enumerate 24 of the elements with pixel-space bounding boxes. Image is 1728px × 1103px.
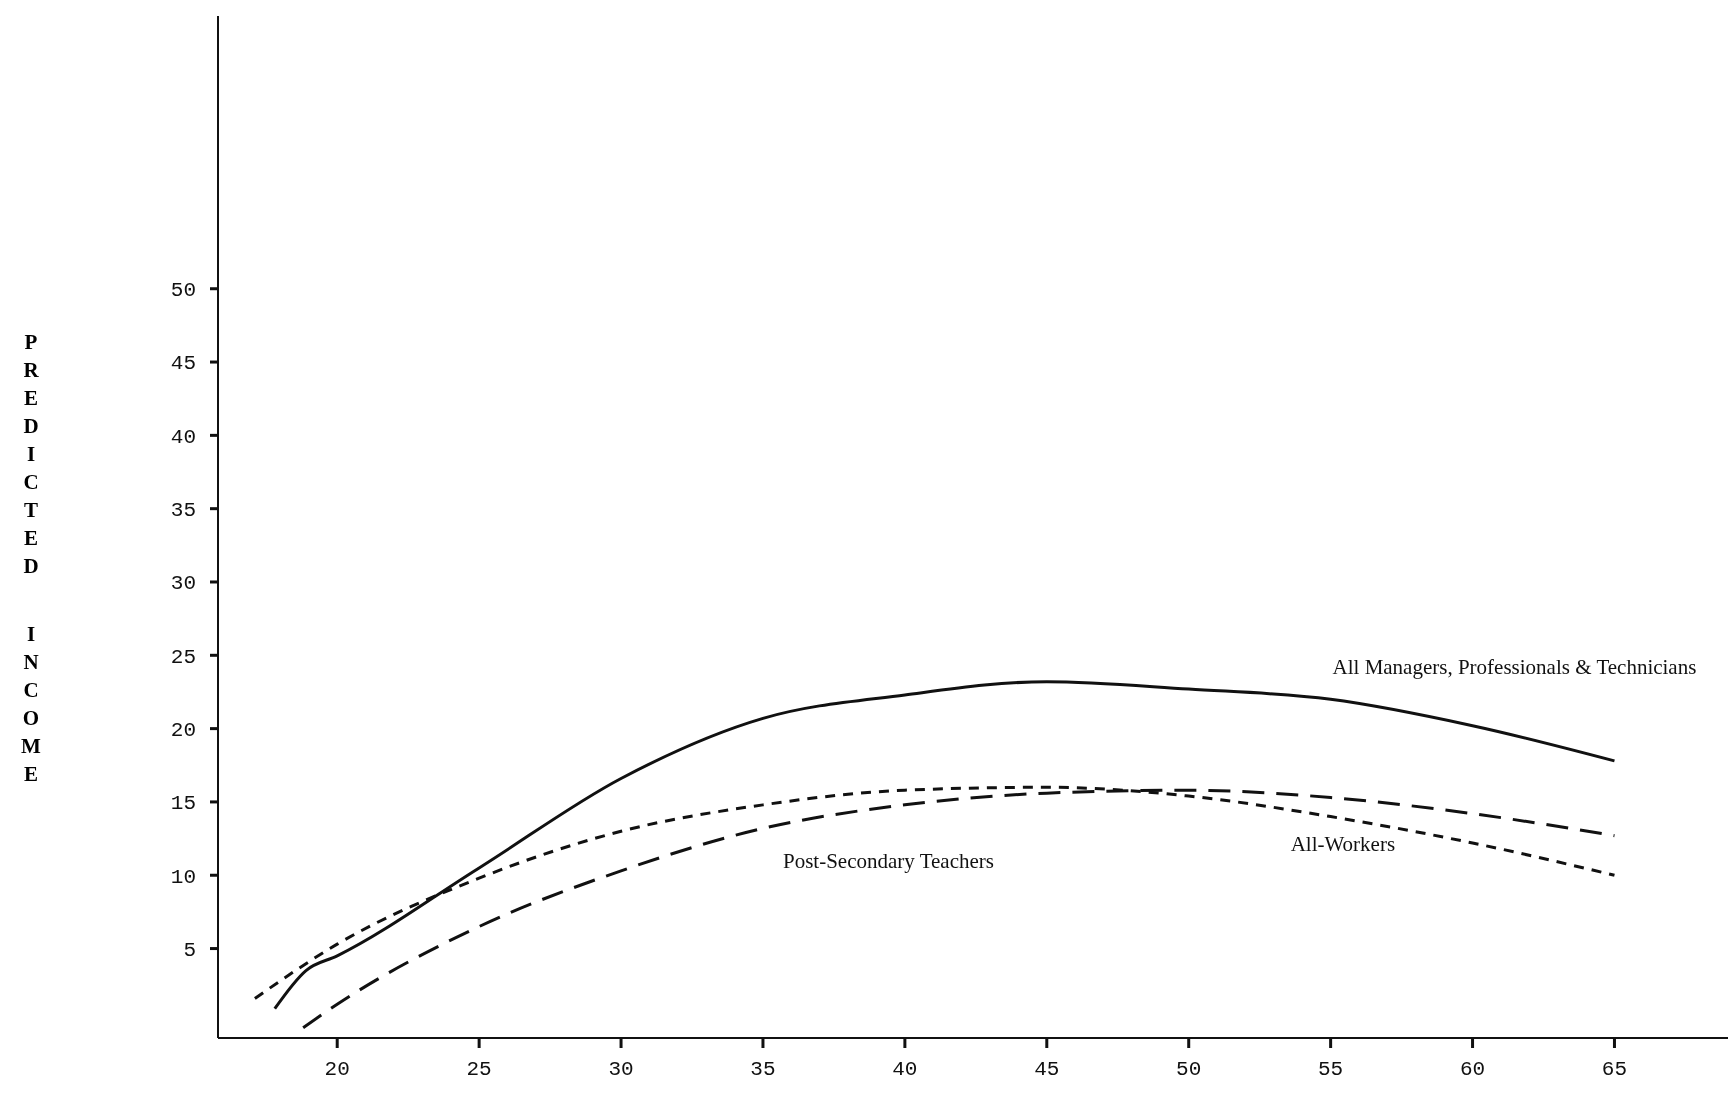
y-tick-label: 40: [170, 425, 196, 449]
y-tick-label: 5: [183, 939, 196, 963]
y-tick-label: 50: [170, 279, 196, 303]
y-tick-label: 45: [170, 352, 196, 376]
x-tick-label: 55: [1318, 1057, 1344, 1081]
x-tick-label: 65: [1601, 1057, 1628, 1081]
x-tick-label: 50: [1176, 1057, 1202, 1081]
y-tick-label: 35: [170, 499, 196, 523]
x-tick-label: 40: [892, 1057, 918, 1081]
y-tick-label: 15: [170, 792, 196, 816]
x-tick-label: 25: [466, 1057, 492, 1081]
x-tick-label: 30: [608, 1057, 634, 1081]
x-tick-label: 20: [324, 1057, 350, 1081]
x-tick-label: 45: [1034, 1057, 1060, 1081]
y-tick-label: 20: [170, 719, 196, 743]
series-label: Post-Secondary Teachers: [782, 849, 994, 874]
x-tick-label: 35: [750, 1057, 776, 1081]
y-tick-label: 10: [170, 865, 196, 889]
y-tick-label: 30: [170, 572, 196, 596]
series-label: All-Workers: [1290, 831, 1396, 856]
text: PREDICTED INCOME: [21, 330, 41, 786]
y-tick-label: 25: [170, 645, 196, 669]
x-tick-label: 60: [1459, 1057, 1486, 1081]
series-label: All Managers, Professionals & Technicians: [1332, 654, 1697, 679]
